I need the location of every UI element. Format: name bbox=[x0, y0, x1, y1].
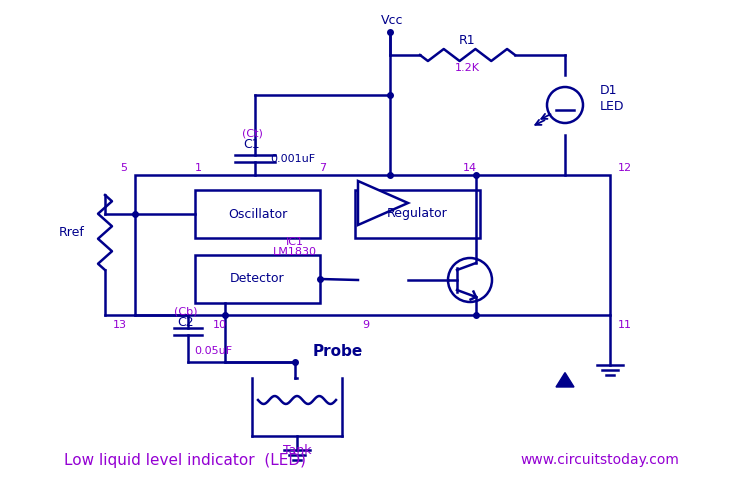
Text: D1: D1 bbox=[600, 85, 617, 98]
Text: LED: LED bbox=[600, 100, 625, 114]
Polygon shape bbox=[358, 181, 408, 225]
Text: (Cb): (Cb) bbox=[175, 307, 198, 317]
Circle shape bbox=[547, 87, 583, 123]
Text: Rref: Rref bbox=[59, 226, 85, 239]
Text: (Ct): (Ct) bbox=[241, 128, 262, 138]
Text: 7: 7 bbox=[319, 163, 327, 173]
Text: IC1: IC1 bbox=[286, 237, 304, 247]
Text: 5: 5 bbox=[120, 163, 127, 173]
Text: 0.001uF: 0.001uF bbox=[270, 154, 316, 164]
Text: 1: 1 bbox=[195, 163, 201, 173]
Text: 9: 9 bbox=[363, 320, 369, 330]
Text: Oscillator: Oscillator bbox=[228, 208, 287, 221]
Text: Probe: Probe bbox=[313, 344, 363, 359]
Text: 0.05uF: 0.05uF bbox=[194, 346, 232, 356]
Text: R1: R1 bbox=[459, 34, 476, 47]
Text: Low liquid level indicator  (LED): Low liquid level indicator (LED) bbox=[64, 453, 306, 468]
Text: www.circuitstoday.com: www.circuitstoday.com bbox=[521, 453, 679, 467]
Text: Tank: Tank bbox=[283, 443, 311, 456]
Text: Vcc: Vcc bbox=[380, 14, 403, 27]
Bar bbox=[355, 190, 480, 238]
Bar bbox=[195, 190, 320, 238]
Text: 1.2K: 1.2K bbox=[455, 63, 480, 73]
Circle shape bbox=[448, 258, 492, 302]
Text: 12: 12 bbox=[618, 163, 632, 173]
Text: Regulator: Regulator bbox=[387, 208, 448, 221]
Text: 11: 11 bbox=[618, 320, 632, 330]
Text: LM1830: LM1830 bbox=[273, 247, 317, 257]
Text: Detector: Detector bbox=[230, 272, 285, 285]
Bar bbox=[135, 175, 610, 315]
Text: 10: 10 bbox=[213, 320, 227, 330]
Polygon shape bbox=[556, 372, 574, 387]
Bar bbox=[195, 255, 320, 303]
Text: 13: 13 bbox=[113, 320, 127, 330]
Text: C1: C1 bbox=[244, 138, 260, 151]
Text: C2: C2 bbox=[178, 315, 195, 328]
Text: 14: 14 bbox=[463, 163, 477, 173]
